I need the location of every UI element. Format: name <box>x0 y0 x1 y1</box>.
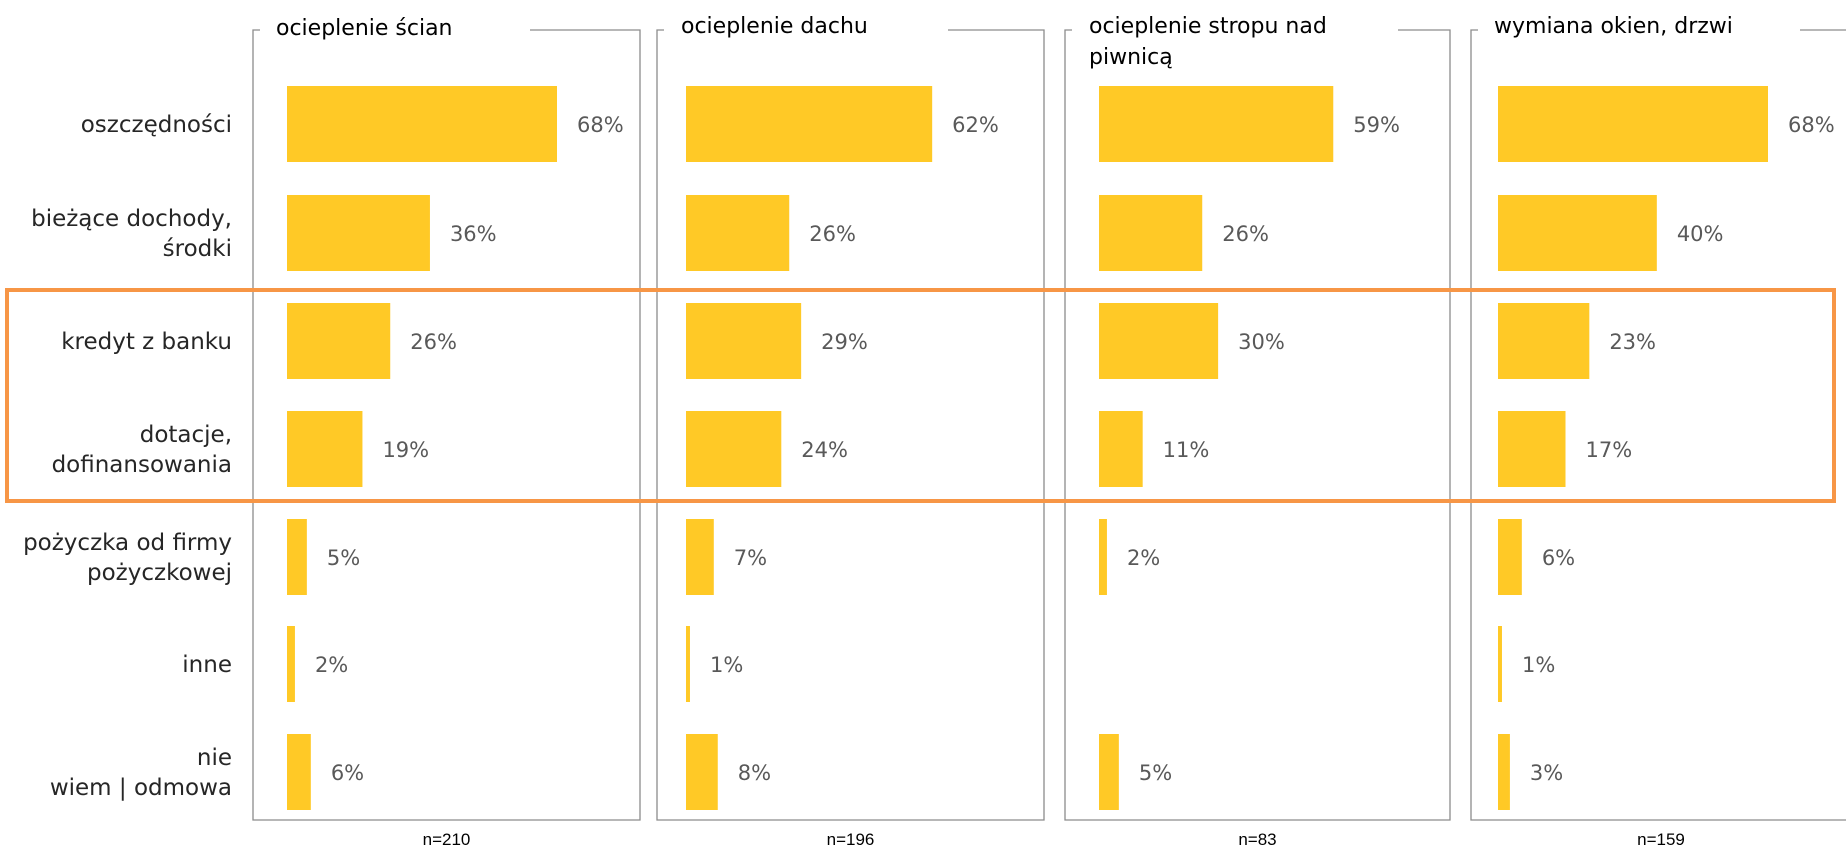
category-label: dotacje, dofinansowania <box>52 422 232 478</box>
panel-title: wymiana okien, drzwi <box>1494 14 1733 39</box>
panel-frame <box>1064 29 1451 821</box>
bar <box>1498 519 1522 595</box>
data-label: 26% <box>809 222 856 246</box>
data-label: 5% <box>1139 761 1172 785</box>
bar <box>1099 411 1143 487</box>
data-label: 11% <box>1163 438 1210 462</box>
data-label: 7% <box>734 546 767 570</box>
bar <box>1498 303 1590 379</box>
bar <box>1498 411 1566 487</box>
bar <box>686 734 718 810</box>
panel-frame <box>1470 29 1846 821</box>
category-label-line: dotacje, <box>140 422 232 448</box>
data-label: 68% <box>1788 113 1835 137</box>
bar <box>686 626 690 702</box>
data-label: 26% <box>410 330 457 354</box>
sample-size-label: n=83 <box>1238 830 1276 849</box>
panel: ocieplenie ścian 68% 36% 26% 19% 5% 2% 6% n=210 <box>252 16 641 849</box>
sample-size-label: n=210 <box>423 830 471 849</box>
bar <box>1099 734 1119 810</box>
highlight-box <box>5 288 1836 503</box>
panel: ocieplenie stropu nad piwnicą 59% 26% 30% 11%… <box>1064 14 1451 849</box>
category-label: nie wiem | odmowa <box>50 745 232 801</box>
data-label: 6% <box>331 761 364 785</box>
category-label-line: inne <box>182 652 232 678</box>
bar <box>1498 734 1510 810</box>
bar <box>287 626 295 702</box>
bar <box>686 519 714 595</box>
data-label: 2% <box>1127 546 1160 570</box>
data-label: 6% <box>1542 546 1575 570</box>
data-label: 8% <box>738 761 771 785</box>
data-label: 36% <box>450 222 497 246</box>
bar <box>287 734 311 810</box>
bar <box>686 86 933 162</box>
data-label: 29% <box>821 330 868 354</box>
data-label: 1% <box>1522 653 1555 677</box>
data-label: 23% <box>1609 330 1656 354</box>
category-label-line: wiem | odmowa <box>50 775 232 801</box>
category-label-line: nie <box>197 745 232 771</box>
bar <box>287 519 307 595</box>
category-label-line: pożyczkowej <box>87 560 232 586</box>
category-label: pożyczka od firmy pożyczkowej <box>23 530 232 586</box>
bar <box>287 86 557 162</box>
category-label-line: środki <box>163 236 232 262</box>
panel-frame <box>252 29 641 821</box>
data-label: 19% <box>382 438 429 462</box>
bar <box>1099 303 1219 379</box>
panel-title: ocieplenie ścian <box>276 16 453 41</box>
bar <box>287 303 391 379</box>
sample-size-label: n=159 <box>1637 830 1685 849</box>
bar <box>686 195 790 271</box>
bar <box>1099 195 1203 271</box>
data-label: 2% <box>315 653 348 677</box>
data-label: 68% <box>577 113 624 137</box>
panel-title: ocieplenie stropu nad <box>1089 14 1327 39</box>
category-label-line: bieżące dochody, <box>31 206 232 232</box>
panel: ocieplenie dachu 62% 26% 29% 24% 7% 1% 8% n=196 <box>656 14 1045 849</box>
category-label: kredyt z banku <box>61 329 232 355</box>
bar <box>1099 86 1334 162</box>
data-label: 1% <box>710 653 743 677</box>
category-label: bieżące dochody, środki <box>31 206 232 262</box>
data-label: 24% <box>801 438 848 462</box>
data-label: 59% <box>1353 113 1400 137</box>
panel-frame <box>656 29 1045 821</box>
category-label: oszczędności <box>81 112 232 138</box>
bar <box>287 195 430 271</box>
data-label: 3% <box>1530 761 1563 785</box>
bar <box>287 411 363 487</box>
data-label: 40% <box>1677 222 1724 246</box>
data-label: 30% <box>1238 330 1285 354</box>
bar <box>1099 519 1107 595</box>
category-label-line: pożyczka od firmy <box>23 530 232 556</box>
data-label: 26% <box>1222 222 1269 246</box>
data-label: 17% <box>1586 438 1633 462</box>
category-label-line: dofinansowania <box>52 452 232 478</box>
bar <box>1498 195 1657 271</box>
bar <box>1498 86 1768 162</box>
bar <box>1498 626 1502 702</box>
bar <box>686 303 802 379</box>
panel-title: ocieplenie dachu <box>681 14 868 39</box>
sample-size-label: n=196 <box>827 830 875 849</box>
panel: wymiana okien, drzwi 68% 40% 23% 17% 6% 1% 3% n=… <box>1470 14 1846 849</box>
panel-title: piwnicą <box>1089 45 1173 70</box>
bar <box>686 411 782 487</box>
category-label-line: oszczędności <box>81 112 232 138</box>
category-label: inne <box>182 652 232 678</box>
data-label: 62% <box>952 113 999 137</box>
data-label: 5% <box>327 546 360 570</box>
category-label-line: kredyt z banku <box>61 329 232 355</box>
